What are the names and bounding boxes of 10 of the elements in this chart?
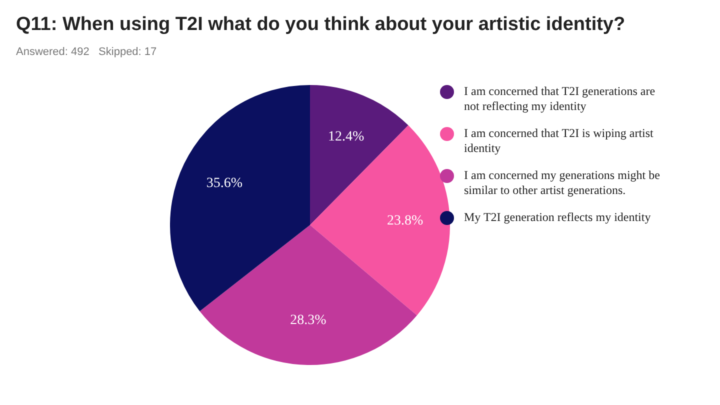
chart-subtitle: Answered: 492 Skipped: 17 bbox=[16, 46, 157, 58]
legend-label: I am concerned that T2I is wiping artist identity bbox=[464, 126, 654, 156]
data-label: 35.6% bbox=[206, 176, 243, 191]
legend-label: I am concerned my generations might be similar to other artist generations. bbox=[464, 168, 661, 198]
data-label: 28.3% bbox=[290, 312, 327, 328]
chart-title: Q11: When using T2I what do you think about your artistic identity? bbox=[16, 14, 626, 36]
data-label: 12.4% bbox=[328, 130, 365, 145]
legend-label: I am concerned that T2I generations are not reflecting my identity bbox=[464, 84, 656, 114]
data-label: 23.8% bbox=[387, 213, 424, 228]
legend-label: My T2I generation reflects my identity bbox=[464, 210, 651, 225]
